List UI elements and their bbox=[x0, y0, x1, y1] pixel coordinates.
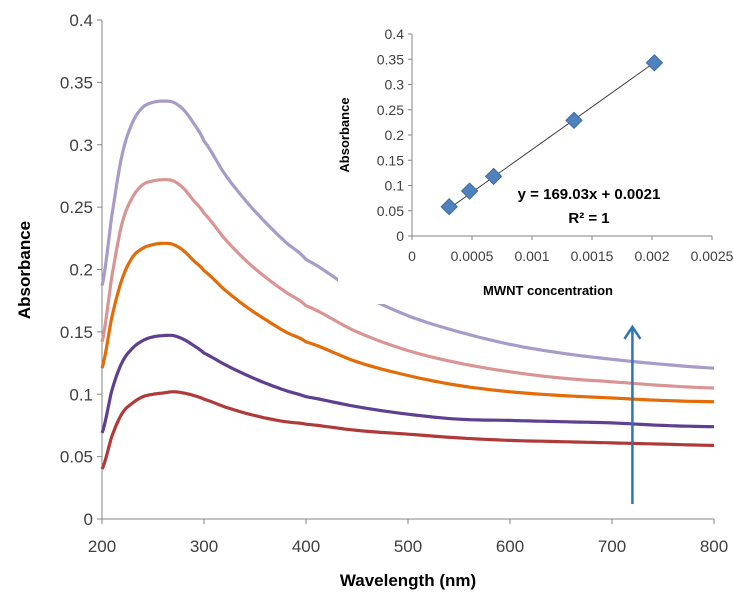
x-tick-label: 200 bbox=[88, 537, 116, 556]
trendline-equation: y = 169.03x + 0.0021 bbox=[518, 186, 661, 203]
inset-y-tick-label: 0 bbox=[396, 228, 404, 244]
inset-y-ticks: 0 0.05 0.1 0.15 0.2 0.25 0.3 0.35 0.4 bbox=[377, 26, 412, 244]
x-tick-label: 500 bbox=[394, 537, 422, 556]
inset-y-tick-label: 0.35 bbox=[377, 51, 404, 67]
spectrum-series-4 bbox=[100, 333, 715, 434]
trendline bbox=[445, 62, 655, 212]
main-y-axis-label: Absorbance bbox=[15, 221, 34, 319]
main-x-axis-label: Wavelength (nm) bbox=[340, 571, 476, 590]
data-point bbox=[565, 111, 583, 130]
data-point bbox=[440, 198, 458, 216]
inset-trendline bbox=[445, 62, 655, 212]
increase-arrow bbox=[623, 324, 642, 505]
inset-y-tick-label: 0.25 bbox=[377, 102, 404, 118]
inset-x-tick-label: 0.002 bbox=[634, 248, 669, 264]
inset-y-tick-label: 0.2 bbox=[385, 127, 405, 143]
inset-x-tick-label: 0.0005 bbox=[451, 248, 494, 264]
inset-x-tick-label: 0.0025 bbox=[691, 248, 734, 264]
y-tick-label: 0.1 bbox=[69, 385, 93, 404]
inset-y-tick-label: 0.1 bbox=[385, 178, 405, 194]
x-tick-label: 300 bbox=[190, 537, 218, 556]
spectrum-series-3 bbox=[100, 241, 715, 404]
y-tick-label: 0 bbox=[84, 510, 93, 529]
y-tick-label: 0.05 bbox=[60, 448, 93, 467]
inset-y-tick-label: 0.05 bbox=[377, 203, 404, 219]
inset-x-tick-label: 0.0015 bbox=[571, 248, 614, 264]
arrow-head bbox=[623, 324, 642, 340]
spectrum-series-2 bbox=[100, 178, 715, 390]
y-tick-label: 0.3 bbox=[69, 136, 93, 155]
main-series bbox=[100, 99, 715, 470]
main-x-ticks: 200 300 400 500 600 700 800 bbox=[88, 519, 728, 556]
inset-x-axis-label: MWNT concentration bbox=[483, 283, 613, 298]
inset-points bbox=[440, 54, 664, 216]
main-chart: 0 0.05 0.1 0.15 0.2 0.25 0.3 0.35 0.4 200 300 400 5… bbox=[15, 11, 728, 590]
y-tick-label: 0.25 bbox=[60, 198, 93, 217]
x-tick-label: 700 bbox=[598, 537, 626, 556]
data-point bbox=[460, 182, 479, 200]
x-tick-label: 800 bbox=[700, 537, 728, 556]
x-tick-label: 400 bbox=[292, 537, 320, 556]
inset-x-ticks: 0 0.0005 0.001 0.0015 0.002 0.0025 bbox=[408, 236, 734, 264]
inset-chart: 0 0.05 0.1 0.15 0.2 0.25 0.3 0.35 0.4 0 0.0005 0.0… bbox=[337, 22, 734, 304]
spectrum-series-5 bbox=[100, 390, 715, 470]
x-tick-label: 600 bbox=[496, 537, 524, 556]
main-y-ticks: 0 0.05 0.1 0.15 0.2 0.25 0.3 0.35 0.4 bbox=[60, 11, 102, 529]
r-squared-label: R² = 1 bbox=[568, 210, 609, 227]
data-point bbox=[645, 54, 664, 72]
inset-y-axis-label: Absorbance bbox=[337, 97, 352, 172]
inset-x-tick-label: 0 bbox=[408, 248, 416, 264]
inset-y-tick-label: 0.3 bbox=[385, 77, 405, 93]
y-tick-label: 0.4 bbox=[69, 11, 93, 30]
inset-y-tick-label: 0.4 bbox=[385, 26, 405, 42]
inset-x-tick-label: 0.001 bbox=[514, 248, 549, 264]
inset-y-tick-label: 0.15 bbox=[377, 152, 404, 168]
data-point bbox=[484, 167, 503, 186]
y-tick-label: 0.15 bbox=[60, 323, 93, 342]
y-tick-label: 0.2 bbox=[69, 261, 93, 280]
y-tick-label: 0.35 bbox=[60, 73, 93, 92]
spectrum-series-1 bbox=[100, 99, 715, 370]
